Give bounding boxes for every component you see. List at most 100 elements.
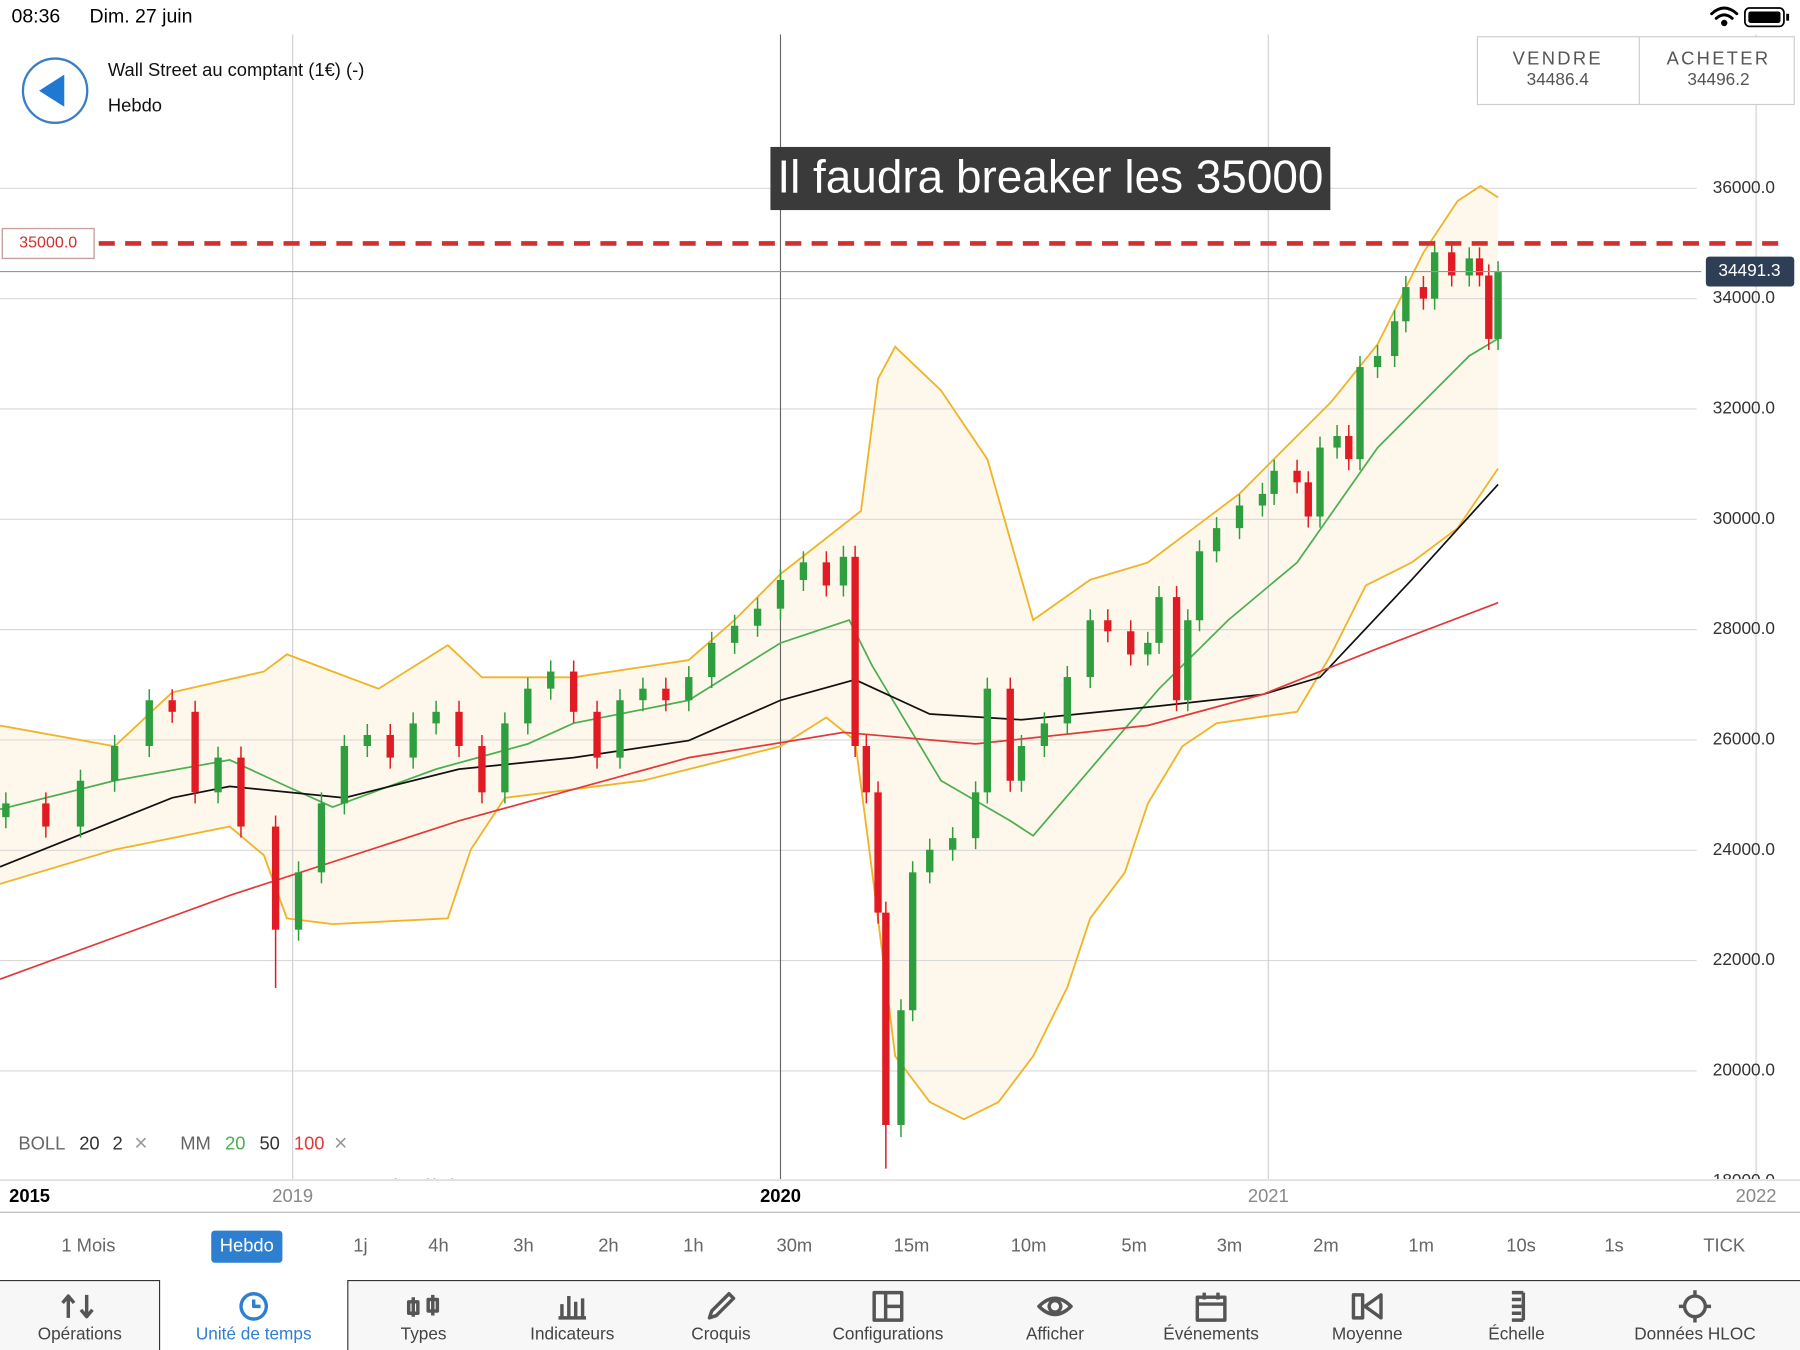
toolbar-label: Données HLOC xyxy=(1634,1324,1755,1344)
toolbar-item[interactable]: Données HLOC xyxy=(1634,1290,1756,1344)
y-tick-label: 30000.0 xyxy=(1713,508,1775,528)
toolbar-label: Croquis xyxy=(691,1324,750,1344)
timeframe-label: 10s xyxy=(1506,1235,1536,1256)
candle-body xyxy=(708,642,716,678)
info-line: H 34501.8 xyxy=(178,1176,252,1194)
toolbar-label: Moyenne xyxy=(1332,1324,1403,1344)
timeframe-item[interactable]: 1m xyxy=(1408,1235,1434,1256)
toolbar-icon xyxy=(1678,1290,1712,1323)
candle-body xyxy=(1195,551,1204,621)
candle-body xyxy=(547,671,555,689)
candle-body xyxy=(271,826,280,930)
toolbar-item[interactable]: Moyenne xyxy=(1332,1293,1403,1344)
candle-body xyxy=(1155,597,1163,643)
toolbar-label: Types xyxy=(401,1324,447,1344)
candle-body xyxy=(1356,367,1364,460)
toolbar-item[interactable]: Indicateurs xyxy=(530,1296,614,1344)
ma-label: MM xyxy=(180,1132,211,1153)
toolbar-icon xyxy=(1511,1290,1526,1322)
candle-body xyxy=(1430,252,1439,299)
timeframe-item[interactable]: 30m xyxy=(777,1235,813,1256)
candle-body xyxy=(730,625,739,643)
toolbar-item[interactable]: Échelle xyxy=(1488,1290,1545,1344)
candle-body xyxy=(214,757,222,793)
buy-price: 34496.2 xyxy=(1687,69,1749,89)
candle-body xyxy=(409,723,417,758)
timeframe-label: 1s xyxy=(1604,1235,1623,1256)
timeframe-item[interactable]: 1j xyxy=(353,1235,367,1256)
toolbar-item[interactable]: Unité de temps xyxy=(159,1279,348,1350)
candle-body xyxy=(971,792,980,839)
boll-label: BOLL xyxy=(18,1132,65,1153)
candle-body xyxy=(1448,252,1456,276)
timeframe-label: 2m xyxy=(1313,1235,1339,1256)
toolbar-icon xyxy=(1351,1293,1383,1320)
y-tick-label: 18000.0 xyxy=(1713,1170,1775,1190)
moving-average xyxy=(0,337,1499,837)
toolbar-icon xyxy=(61,1294,94,1319)
toolbar-icon xyxy=(558,1296,587,1320)
timeframe-item[interactable]: 2m xyxy=(1313,1235,1339,1256)
toolbar-item[interactable]: Afficher xyxy=(1026,1296,1084,1344)
candle-body xyxy=(42,803,50,827)
y-tick-label: 24000.0 xyxy=(1713,839,1775,859)
candle-body xyxy=(1184,620,1192,701)
timeframe-label: 3h xyxy=(513,1235,533,1256)
timeframe-item[interactable]: 15m xyxy=(894,1235,930,1256)
candle-body xyxy=(874,792,882,913)
toolbar-item[interactable]: Événements xyxy=(1163,1292,1259,1344)
timeframe-item[interactable]: 4h xyxy=(428,1235,448,1256)
toolbar-border xyxy=(0,1279,1800,1350)
toolbar-item[interactable]: Croquis xyxy=(691,1292,751,1344)
timeframe-label: 30m xyxy=(777,1235,813,1256)
candle-body xyxy=(685,677,693,701)
candle-body xyxy=(1373,356,1382,368)
timeframe-item[interactable]: 1 Mois xyxy=(61,1235,115,1256)
boll-remove[interactable]: × xyxy=(134,1130,147,1156)
timeframe-item[interactable]: 2h xyxy=(598,1235,618,1256)
candle-body xyxy=(983,688,991,793)
timeframe-item[interactable]: 10s xyxy=(1506,1235,1536,1256)
ma-remove[interactable]: × xyxy=(334,1130,347,1156)
ma-period: 50 xyxy=(259,1132,279,1153)
toolbar-label: Unité de temps xyxy=(196,1324,312,1344)
timeframe-item[interactable]: Hebdo xyxy=(211,1230,283,1263)
timeframe-item[interactable]: 1h xyxy=(683,1235,703,1256)
candle-body xyxy=(1040,723,1049,747)
timeframe-label: 15m xyxy=(894,1235,930,1256)
toolbar-selected xyxy=(159,1279,348,1350)
candle-body xyxy=(1494,271,1502,339)
timeframe-label: Hebdo xyxy=(220,1235,274,1256)
candle-body xyxy=(851,556,859,747)
wifi-icon xyxy=(1710,6,1739,27)
timeframe-label: 5m xyxy=(1121,1235,1147,1256)
timeframe-item[interactable]: 1s xyxy=(1604,1235,1623,1256)
buy-label: ACHETER xyxy=(1667,48,1771,69)
candle-body xyxy=(317,803,326,873)
toolbar-item[interactable]: Opérations xyxy=(38,1294,122,1344)
timeframe-item[interactable]: TICK xyxy=(1703,1235,1746,1256)
candle-body xyxy=(593,711,601,758)
timeframe-label: 3m xyxy=(1217,1235,1243,1256)
toolbar-item[interactable]: Types xyxy=(401,1294,447,1344)
candle-body xyxy=(776,579,785,609)
candle-body xyxy=(1006,688,1014,781)
candle-body xyxy=(569,671,578,712)
timeframe-item[interactable]: 3h xyxy=(513,1235,533,1256)
timeframe-selected xyxy=(211,1230,283,1263)
toolbar-item[interactable]: Configurations xyxy=(832,1290,943,1344)
toolbar-label: Afficher xyxy=(1026,1324,1084,1344)
timeframe-label: 1h xyxy=(683,1235,703,1256)
back-button[interactable] xyxy=(21,57,89,124)
back-arrow xyxy=(39,74,65,107)
candle-body xyxy=(753,608,762,626)
timeframe-item[interactable]: 3m xyxy=(1217,1235,1243,1256)
timeframe-item[interactable]: 10m xyxy=(1011,1235,1047,1256)
moving-average xyxy=(0,601,1499,981)
last-price-label: 34491.3 xyxy=(1718,260,1780,280)
timeframe-item[interactable]: 5m xyxy=(1121,1235,1147,1256)
